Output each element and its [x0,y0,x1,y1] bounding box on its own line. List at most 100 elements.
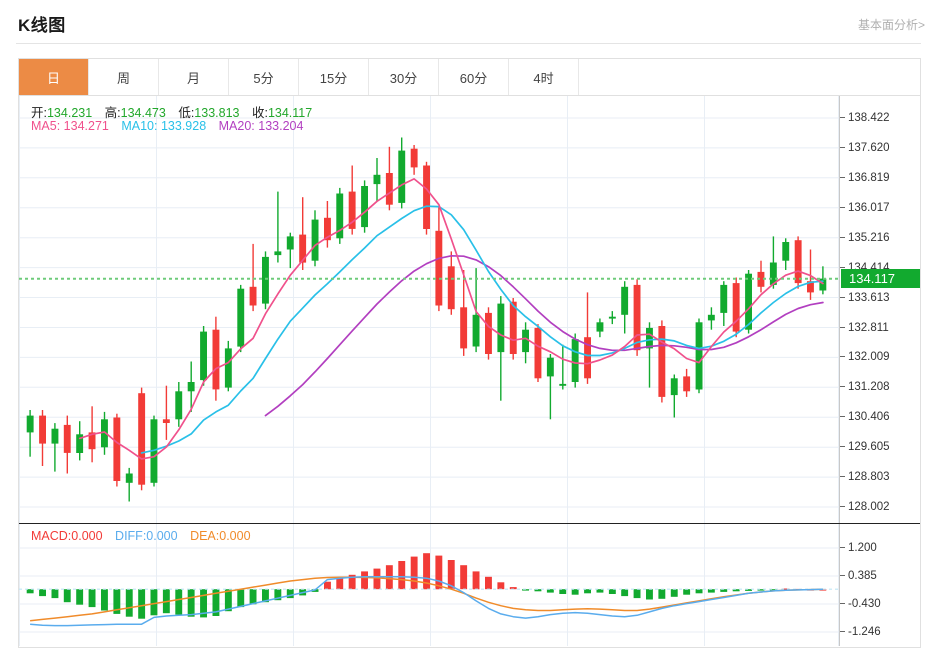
tick-label: 132.009 [848,351,890,364]
low-value: 133.813 [194,106,240,120]
page-title: K线图 [18,16,66,35]
header-divider [16,43,921,44]
macd-plot[interactable]: MACD:0.000 DIFF:0.000 DEA:0.000 [19,524,839,646]
tick-label: 130.406 [848,411,890,424]
macd-legend: MACD:0.000 DIFF:0.000 DEA:0.000 [31,529,260,543]
tick-label: 136.819 [848,171,890,184]
tick-label: 0.385 [848,570,877,582]
tick-dash [840,356,845,358]
tab-6[interactable]: 60分 [439,59,509,95]
tick-label: 132.811 [848,321,889,334]
ohlc-legend: 开:134.231 高:134.473 低:133.813 收:134.117 [31,102,321,121]
price-tick: 138.422 [840,111,921,125]
price-plot[interactable]: 开:134.231 高:134.473 低:133.813 收:134.117 … [19,96,839,523]
widget-header: K线图 基本面分析> [0,0,937,45]
tick-label: 1.200 [848,542,877,554]
tick-dash [840,476,845,478]
tick-label: 128.002 [848,501,890,513]
dea-label: DEA: [190,529,220,543]
tick-dash [840,117,845,118]
low-label: 低: [178,106,195,120]
tick-dash [840,446,845,448]
tick-dash [840,236,845,238]
fundamental-analysis-link[interactable]: 基本面分析> [857,18,925,32]
tick-label: 138.422 [848,112,890,124]
price-tick: 135.216 [840,231,921,245]
tick-dash [840,386,845,388]
macd-tick: -0.430 [840,597,921,611]
current-price-badge: 134.117 [841,269,920,289]
close-value: 134.117 [267,106,313,120]
tab-4[interactable]: 15分 [299,59,369,95]
macd-tick: 0.385 [840,569,921,583]
tick-dash [840,296,845,298]
price-tick: 136.017 [840,201,921,215]
tick-label: 137.620 [848,141,890,154]
price-tick: 129.605 [840,440,921,454]
ma20-value: 133.204 [258,119,304,133]
ma10-label: MA10: [121,119,158,133]
tick-label: 133.613 [848,291,890,304]
close-label: 收: [251,106,268,120]
ma5-label: MA5: [31,119,61,133]
tab-bar-filler [579,59,920,95]
high-value: 134.473 [120,106,166,120]
macd-value: 0.000 [71,529,103,543]
tab-1[interactable]: 周 [89,59,159,95]
price-tick: 131.208 [840,380,921,394]
tick-dash [840,416,845,418]
tick-dash [840,631,845,632]
tick-dash [840,326,845,328]
price-tick: 132.009 [840,350,921,364]
price-chart-svg [19,96,839,523]
tick-dash [840,547,845,548]
tick-dash [840,206,845,208]
macd-panel: MACD:0.000 DIFF:0.000 DEA:0.000 1.200 0.3… [19,523,920,646]
dea-value: 0.000 [219,529,251,543]
price-axis: 138.422 137.620 136.819 136.017 135.216 134.4… [839,96,920,523]
tick-dash [840,575,845,576]
tick-label: 128.803 [848,471,890,484]
price-panel: 开:134.231 高:134.473 低:133.813 收:134.117 … [19,96,920,523]
tick-label: 129.605 [848,441,890,454]
ma20-label: MA20: [218,119,255,133]
tick-label: -1.246 [848,626,881,638]
macd-label: MACD: [31,529,72,543]
macd-tick: -1.246 [840,625,921,639]
open-label: 开: [31,106,47,120]
tab-7[interactable]: 4时 [509,59,579,95]
tick-dash [840,176,845,178]
tab-5[interactable]: 30分 [369,59,439,95]
tick-label: 135.216 [848,231,890,244]
price-tick: 128.002 [840,500,921,514]
tick-dash [840,266,845,268]
ma-legend: MA5: 134.271 MA10: 133.928 MA20: 133.204 [31,119,312,133]
price-tick: 137.620 [840,141,921,155]
price-tick: 133.613 [840,291,921,305]
price-tick: 130.406 [840,410,921,424]
diff-label: DIFF: [115,529,147,543]
macd-chart-svg [19,524,839,646]
macd-axis: 1.200 0.385 -0.430 -1.246 [839,524,920,646]
tab-0[interactable]: 日 [19,59,89,95]
period-tab-bar: 日周月 5分 15分 30分 60分 4时 [18,58,921,96]
high-label: 高: [104,106,121,120]
price-tick: 128.803 [840,470,921,484]
chart-container: 开:134.231 高:134.473 低:133.813 收:134.117 … [18,96,921,648]
diff-value: 0.000 [146,529,178,543]
tab-2[interactable]: 月 [159,59,229,95]
open-value: 134.231 [46,106,93,120]
tick-dash [840,506,845,507]
tick-dash [840,146,845,148]
tick-label: 136.017 [848,201,890,214]
price-tick: 132.811 [840,321,921,335]
tick-dash [840,603,845,604]
tick-label: -0.430 [848,598,881,610]
ma10-value: 133.928 [160,119,207,133]
ma5-value: 134.271 [63,119,109,133]
price-tick: 136.819 [840,171,921,185]
macd-tick: 1.200 [840,541,921,555]
tab-3[interactable]: 5分 [229,59,299,95]
tick-label: 131.208 [848,381,890,394]
